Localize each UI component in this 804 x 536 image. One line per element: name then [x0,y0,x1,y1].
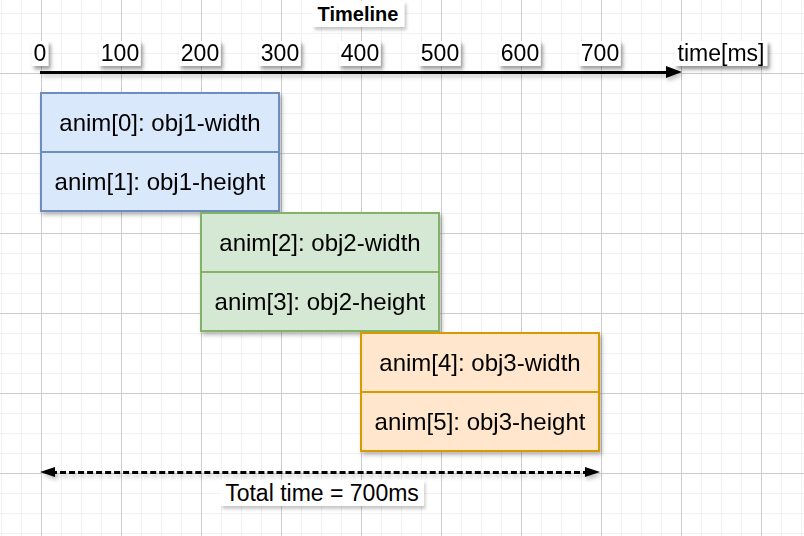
timeline-bar-anim2: anim[2]: obj2-width [200,212,440,273]
timeline-group-obj3: anim[4]: obj3-width anim[5]: obj3-height [360,332,600,452]
axis-tick-label: 500 [419,41,461,66]
timeline-group-obj2: anim[2]: obj2-width anim[3]: obj2-height [200,212,440,332]
arrowhead-left-icon [40,467,55,477]
axis-tick-label: 400 [339,41,381,66]
timeline-group-obj1: anim[0]: obj1-width anim[1]: obj1-height [40,92,280,212]
timeline-bar-anim5: anim[5]: obj3-height [360,391,600,452]
total-time-dashed-line [51,471,589,474]
axis-tick-label: 600 [499,41,541,66]
timeline-bar-anim0: anim[0]: obj1-width [40,92,280,153]
axis-arrowhead-icon [666,66,682,78]
axis-tick-label: 0 [32,41,49,66]
timeline-diagram: Timeline 0 100 200 300 400 500 600 700 time[ms]… [0,0,804,536]
timeline-bar-anim1: anim[1]: obj1-height [40,151,280,212]
axis-tick-label: 200 [179,41,221,66]
diagram-title: Timeline [312,1,405,27]
axis-tick-label: 700 [579,41,621,66]
timeline-bar-anim3: anim[3]: obj2-height [200,271,440,332]
axis-unit-label: time[ms] [675,41,768,66]
arrowhead-right-icon [585,467,600,477]
total-time-label: Total time = 700ms [220,480,424,506]
axis-tick-label: 100 [99,41,141,66]
axis-tick-label: 300 [259,41,301,66]
axis-line [40,71,667,74]
timeline-bar-anim4: anim[4]: obj3-width [360,332,600,393]
